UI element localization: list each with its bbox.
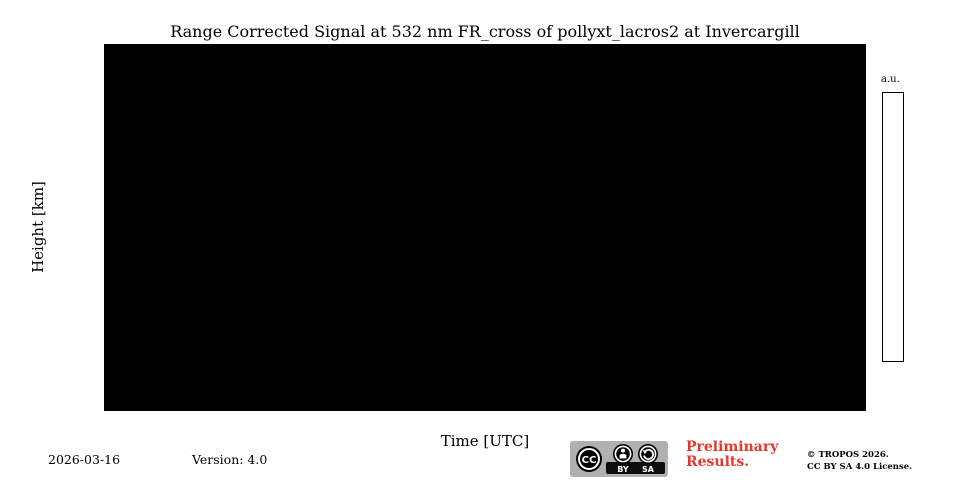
- heatmap-plot-area: [104, 44, 866, 411]
- y-axis-label: Height [km]: [29, 181, 47, 273]
- share-alike-icon: [642, 449, 654, 460]
- colorbar-units-label: a.u.: [881, 74, 900, 85]
- cc-license-badge: CC BY SA: [570, 441, 668, 477]
- date-label: 2026-03-16: [48, 452, 121, 467]
- preliminary-results-note: Preliminary Results.: [686, 439, 779, 470]
- cc-badge-graphic: CC BY SA: [570, 441, 668, 477]
- version-label: Version: 4.0: [192, 452, 268, 467]
- signal-heatmap-canvas: [105, 45, 865, 410]
- copyright-note: © TROPOS 2026. CC BY SA 4.0 License.: [807, 450, 913, 472]
- by-label: BY: [617, 465, 629, 474]
- sa-label: SA: [642, 465, 655, 474]
- colorbar: [882, 92, 904, 362]
- person-icon: [619, 448, 627, 459]
- cc-icon: CC: [582, 455, 597, 466]
- x-axis-label: Time [UTC]: [440, 432, 530, 450]
- page-title: Range Corrected Signal at 532 nm FR_cros…: [170, 22, 800, 41]
